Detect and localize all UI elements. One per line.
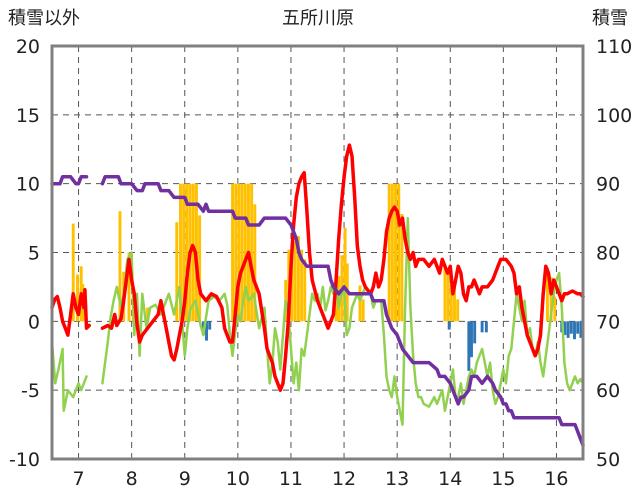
bar [566, 321, 570, 338]
bar [76, 274, 79, 322]
bar [569, 321, 573, 334]
bar [191, 183, 195, 322]
bar [334, 285, 338, 322]
bar [205, 321, 208, 341]
bar [549, 277, 553, 322]
bar [579, 321, 583, 338]
bar [480, 321, 484, 333]
x-tick-label: 13 [385, 468, 409, 490]
right-tick-label: 100 [596, 105, 632, 127]
bar [71, 223, 75, 322]
bar [343, 227, 347, 322]
bar [447, 321, 451, 330]
bar [553, 296, 557, 322]
bar [303, 259, 307, 322]
bar [358, 285, 362, 322]
x-tick-label: 7 [73, 468, 85, 490]
bar [473, 321, 477, 344]
bar [253, 204, 257, 322]
bar [449, 284, 453, 322]
right-tick-label: 110 [596, 36, 632, 58]
bar [470, 321, 473, 358]
bar [293, 241, 297, 322]
bar [467, 321, 471, 371]
bar [390, 183, 394, 322]
left-tick-label: -5 [21, 380, 40, 402]
x-tick-label: 11 [279, 468, 303, 490]
series-line-2 [50, 143, 585, 392]
bar [484, 321, 488, 333]
x-tick-label: 16 [544, 468, 568, 490]
bar [296, 235, 300, 322]
bars-layer [71, 183, 583, 371]
plot-frame [50, 44, 585, 461]
right-tick-label: 90 [596, 174, 620, 196]
bar [456, 299, 460, 322]
bar [387, 183, 391, 322]
left-tick-label: 10 [16, 174, 40, 196]
bar [185, 183, 189, 322]
x-tick-label: 12 [332, 468, 356, 490]
chart-title: 五所川原 [282, 8, 354, 29]
bar [394, 183, 398, 322]
bar [179, 183, 182, 322]
bar [250, 183, 254, 322]
right-tick-label: 50 [596, 449, 620, 471]
bar [443, 263, 447, 322]
bar [208, 321, 212, 330]
bar [397, 183, 401, 322]
left-tick-label: 15 [16, 105, 40, 127]
bar [290, 246, 294, 322]
right-tick-label: 70 [596, 311, 620, 333]
bar [453, 286, 456, 322]
left-tick-label: 0 [28, 311, 40, 333]
bar [545, 267, 549, 322]
x-tick-label: 9 [179, 468, 191, 490]
left-tick-label: -10 [9, 449, 40, 471]
series-line-1 [50, 216, 585, 426]
bar [146, 307, 150, 322]
left-tick-label: 5 [28, 243, 40, 265]
bar [243, 183, 247, 322]
right-tick-label: 80 [596, 243, 620, 265]
bar [182, 183, 186, 322]
bar [563, 321, 567, 336]
x-tick-label: 10 [226, 468, 250, 490]
bar [300, 249, 304, 322]
right-axis-title: 積雪 [592, 8, 628, 29]
bar [198, 215, 202, 322]
bar [118, 211, 122, 322]
bar [231, 183, 235, 322]
bar [446, 271, 450, 322]
right-tick-label: 60 [596, 380, 620, 402]
bar [234, 183, 238, 322]
lines-layer [50, 143, 585, 447]
bar [573, 321, 576, 340]
grid [52, 46, 583, 459]
x-tick-label: 15 [491, 468, 515, 490]
bar [361, 299, 365, 322]
left-tick-label: 20 [16, 36, 40, 58]
bar [127, 252, 131, 322]
x-tick-label: 14 [438, 468, 462, 490]
series-line-3 [50, 175, 585, 447]
bar [576, 321, 580, 334]
x-tick-label: 8 [126, 468, 138, 490]
bar [240, 183, 244, 322]
bar [400, 213, 404, 322]
bar [175, 222, 179, 322]
bar [237, 183, 241, 322]
left-axis-title: 積雪以外 [8, 8, 80, 29]
